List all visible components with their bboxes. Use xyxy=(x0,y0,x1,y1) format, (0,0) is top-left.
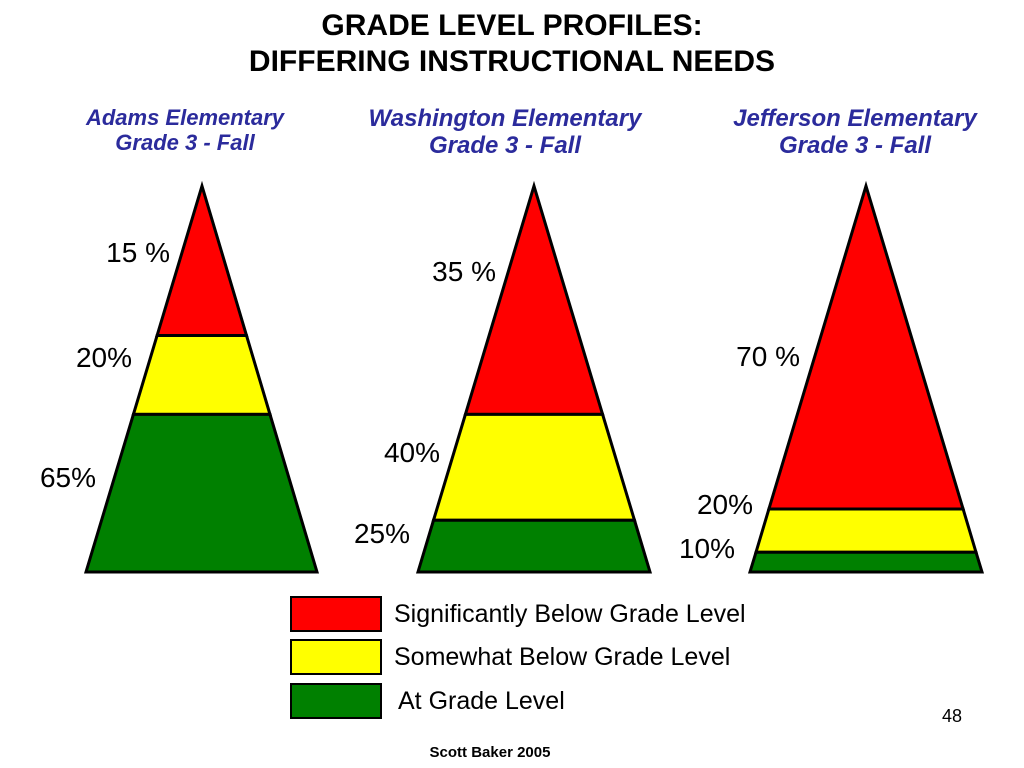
pyramid-washington-somewhat-below-segment xyxy=(431,412,637,522)
school-grade: Grade 3 - Fall xyxy=(778,132,932,159)
pyramid-washington-significantly-below-label: 35 % xyxy=(432,256,496,287)
pyramid-jefferson-at-grade-label: 10% xyxy=(679,533,735,564)
pyramid-jefferson-somewhat-below-segment xyxy=(753,507,979,554)
page-number: 48 xyxy=(941,706,962,726)
legend-swatch-significantly-below xyxy=(290,596,382,632)
pyramid-washington-at-grade-label: 25% xyxy=(354,518,410,549)
pyramid-jefferson-somewhat-below-label: 20% xyxy=(697,489,753,520)
school-grade: Grade 3 - Fall xyxy=(428,132,582,159)
legend-swatch-at-grade xyxy=(290,683,382,719)
pyramid-washington-at-grade-segment xyxy=(415,518,653,574)
pyramid-washington-significantly-below-segment xyxy=(463,180,605,416)
slide-title-line-2: DIFFERING INSTRUCTIONAL NEEDS xyxy=(248,45,776,78)
pyramid-washington-somewhat-below-label: 40% xyxy=(384,437,440,468)
school-heading-washington: Washington Elementary Grade 3 - Fall xyxy=(330,105,680,159)
slide-title: GRADE LEVEL PROFILES: DIFFERING INSTRUCT… xyxy=(0,8,1024,80)
legend-swatch-somewhat-below xyxy=(290,639,382,675)
pyramid-jefferson-significantly-below-label: 70 % xyxy=(736,341,800,372)
school-name: Adams Elementary xyxy=(85,105,285,130)
pyramid-jefferson-at-grade-segment xyxy=(747,550,985,574)
school-name: Jefferson Elementary xyxy=(733,105,977,132)
legend-label-at-grade: At Grade Level xyxy=(398,687,565,715)
pyramid-adams-at-grade-segment xyxy=(83,412,320,574)
pyramid-adams-somewhat-below-label: 20% xyxy=(76,342,132,373)
legend-label-somewhat-below: Somewhat Below Grade Level xyxy=(394,643,731,671)
school-heading-adams: Adams Elementary Grade 3 - Fall xyxy=(60,105,310,155)
author-credit: Scott Baker 2005 xyxy=(429,744,551,761)
slide-title-line-1: GRADE LEVEL PROFILES: xyxy=(321,9,703,42)
pyramid-adams-at-grade-label: 65% xyxy=(40,462,96,493)
school-heading-jefferson: Jefferson Elementary Grade 3 - Fall xyxy=(700,105,1010,159)
legend-label-significantly-below: Significantly Below Grade Level xyxy=(394,600,746,628)
pyramid-adams-significantly-below-segment xyxy=(155,180,249,337)
pyramid-adams-significantly-below-label: 15 % xyxy=(106,237,170,268)
pyramid-adams-somewhat-below-segment xyxy=(131,334,273,416)
school-grade: Grade 3 - Fall xyxy=(115,130,255,155)
school-name: Washington Elementary xyxy=(368,105,642,132)
